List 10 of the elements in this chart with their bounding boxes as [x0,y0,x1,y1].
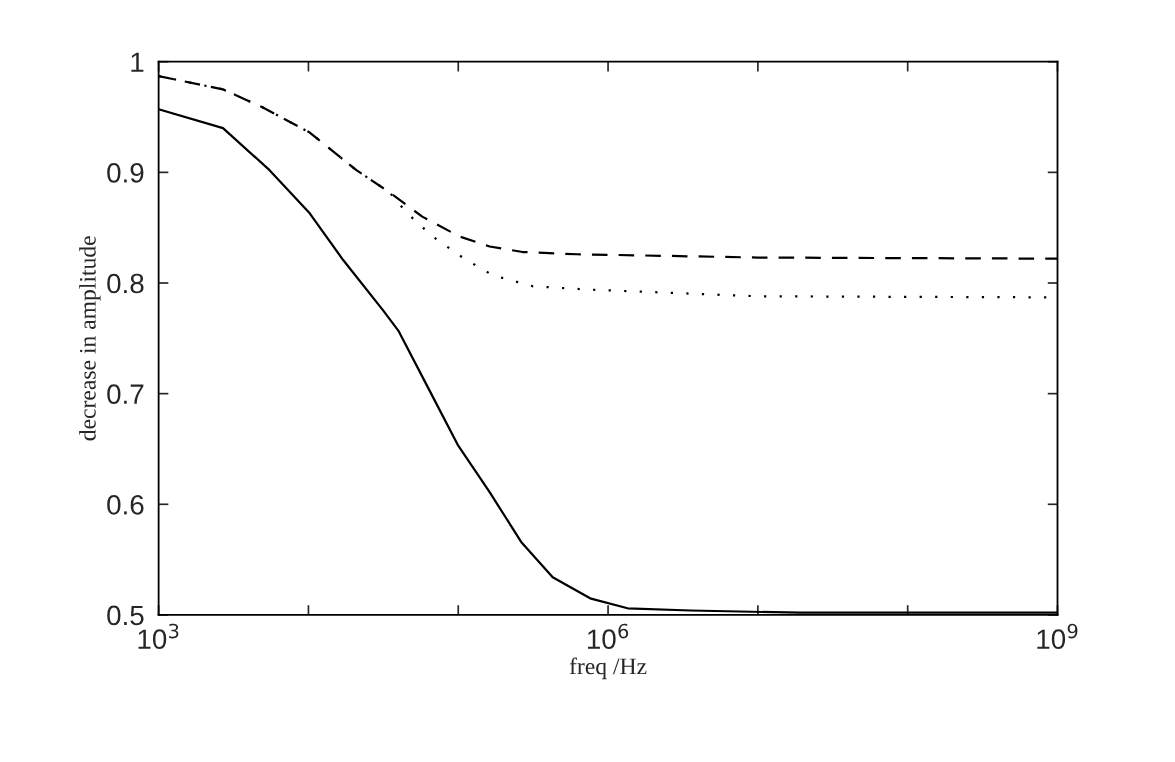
x-axis-title: freq /Hz [569,657,647,680]
y-tick-label: 0.6 [107,494,144,515]
y-tick-label: 0.7 [107,384,144,404]
y-tick-label: 1 [131,52,144,72]
y-axis-title: decrease in amplitude [79,236,101,441]
x-tick-label: 10$^{9}$ [1037,623,1078,650]
y-tick-label: 0.9 [107,163,144,183]
x-tick-label: 10$^{6}$ [587,623,629,650]
y-tick-label: 0.8 [107,273,144,294]
y-tick-label: 0.5 [107,605,144,626]
